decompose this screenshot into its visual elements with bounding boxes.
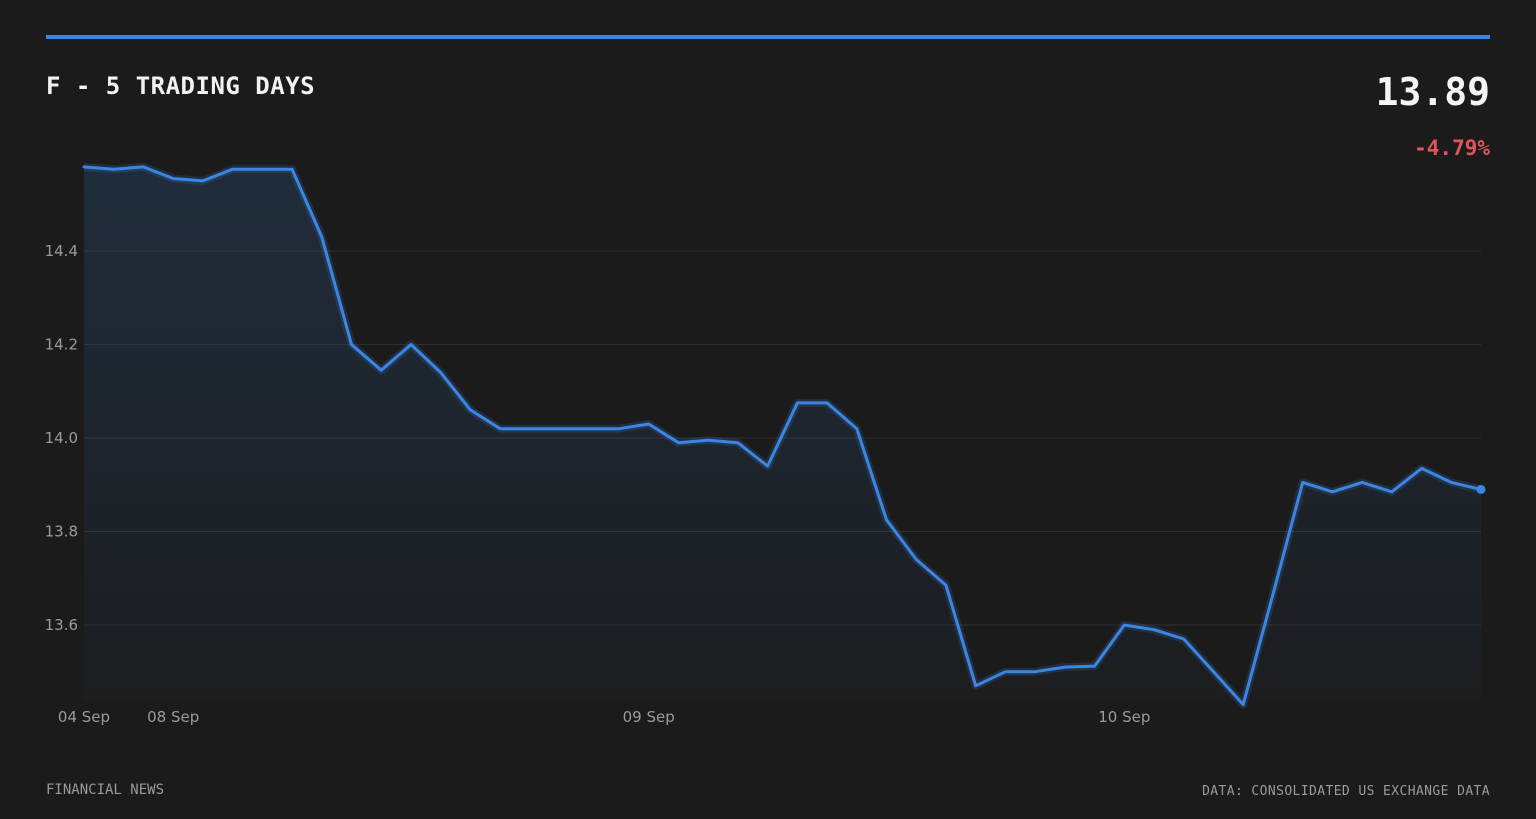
data-point [825, 401, 829, 405]
y-tick-label: 13.8 [45, 523, 78, 541]
data-point [439, 371, 443, 375]
data-point [171, 177, 175, 181]
series-line [82, 165, 1483, 706]
data-point [82, 165, 86, 169]
data-point [1390, 490, 1394, 494]
x-tick-label: 04 Sep [58, 708, 110, 726]
data-point [1271, 593, 1275, 597]
data-point [468, 408, 472, 412]
data-point [1182, 637, 1186, 641]
data-point [1241, 703, 1245, 707]
data-point [587, 427, 591, 431]
price-line [82, 162, 1483, 709]
y-axis-ticks: 14.4 14.2 14.0 13.8 13.6 [45, 242, 78, 634]
data-point [350, 343, 354, 347]
data-point [201, 179, 205, 183]
data-point [1420, 466, 1424, 470]
y-tick-label: 14.4 [45, 242, 78, 260]
data-point [647, 422, 651, 426]
y-tick-label: 14.2 [45, 336, 78, 354]
data-point [231, 167, 235, 171]
data-point [498, 427, 502, 431]
data-point [617, 427, 621, 431]
data-point [528, 427, 532, 431]
chart-title: F - 5 TRADING DAYS [46, 72, 316, 100]
data-point [141, 165, 145, 169]
data-point [736, 441, 740, 445]
data-point [914, 558, 918, 562]
y-tick-label: 14.0 [45, 429, 78, 447]
x-tick-label: 09 Sep [623, 708, 675, 726]
data-point [320, 235, 324, 239]
data-point [1301, 480, 1305, 484]
data-point [855, 427, 859, 431]
x-tick-label: 08 Sep [147, 708, 199, 726]
data-point [1449, 480, 1453, 484]
x-tick-label: 10 Sep [1098, 708, 1150, 726]
data-point [766, 464, 770, 468]
data-point [1212, 670, 1216, 674]
footer-source-right: DATA: CONSOLIDATED US EXCHANGE DATA [1202, 784, 1490, 799]
x-axis-ticks: 04 Sep 08 Sep 09 Sep 10 Sep [58, 708, 1150, 726]
data-point [677, 441, 681, 445]
current-price: 13.89 [1375, 70, 1490, 114]
data-point [1360, 480, 1364, 484]
data-point [795, 401, 799, 405]
y-tick-label: 13.6 [45, 616, 78, 634]
data-point [1093, 664, 1097, 668]
data-point [1033, 670, 1037, 674]
data-point [1330, 490, 1334, 494]
data-point [1003, 670, 1007, 674]
data-point [558, 427, 562, 431]
data-point [944, 583, 948, 587]
data-point [290, 167, 294, 171]
last-price-marker [1476, 484, 1486, 494]
price-change-percent: -4.79% [1414, 136, 1490, 160]
accent-bar [46, 35, 1490, 39]
data-point [1063, 665, 1067, 669]
footer-source-left: FINANCIAL NEWS [46, 782, 165, 798]
data-point [706, 438, 710, 442]
data-point [260, 167, 264, 171]
data-points [82, 165, 1486, 707]
data-point [1122, 623, 1126, 627]
data-point [974, 684, 978, 688]
data-point [112, 167, 116, 171]
data-point [1152, 628, 1156, 632]
data-point [379, 368, 383, 372]
data-point [885, 518, 889, 522]
data-point [409, 343, 413, 347]
